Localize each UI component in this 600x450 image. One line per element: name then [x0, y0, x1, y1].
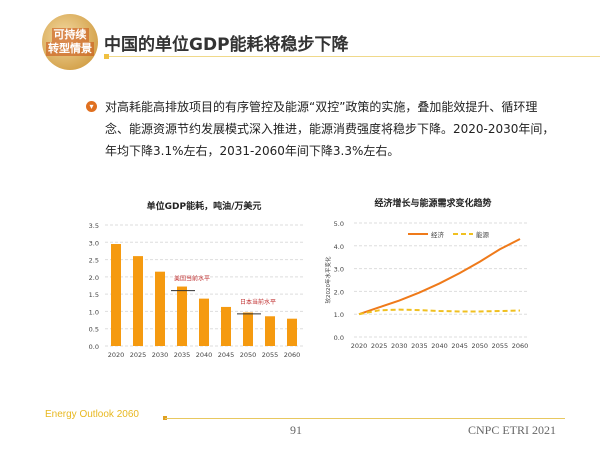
x-tick-label: 2035: [174, 351, 191, 359]
bar: [199, 298, 209, 346]
series-line-energy: [358, 308, 521, 316]
page-number: 91: [290, 423, 302, 437]
y-axis-label: 较2020年水平变化: [324, 256, 332, 303]
chart-title: 单位GDP能耗，吨油/万美元: [147, 200, 262, 212]
bar: [177, 286, 187, 346]
x-tick-label: 2020: [351, 342, 368, 350]
y-tick-label: 4.0: [334, 243, 344, 251]
x-tick-label: 2030: [391, 342, 408, 350]
divider-dot: [104, 54, 109, 59]
y-tick-label: 1.5: [89, 291, 99, 299]
y-tick-label: 5.0: [334, 220, 344, 228]
footer-brand: Energy Outlook 2060: [45, 409, 139, 420]
x-tick-label: 2055: [262, 351, 279, 359]
x-tick-label: 2040: [196, 351, 213, 359]
x-tick-label: 2050: [240, 351, 257, 359]
x-tick-label: 2040: [431, 342, 448, 350]
y-tick-label: 2.5: [89, 257, 99, 265]
divider: [104, 56, 600, 57]
x-tick-label: 2060: [284, 351, 301, 359]
y-tick-label: 3.0: [89, 239, 99, 247]
bar: [221, 306, 231, 346]
x-tick-label: 2030: [152, 351, 169, 359]
logo: 可持续 转型情景: [42, 14, 98, 70]
x-tick-label: 2025: [130, 351, 147, 359]
bar: [155, 271, 165, 346]
x-tick-label: 2050: [471, 342, 488, 350]
legend-label: 能源: [476, 230, 490, 239]
x-tick-label: 2020: [108, 351, 125, 359]
x-tick-label: 2060: [512, 342, 529, 350]
x-tick-label: 2035: [411, 342, 428, 350]
y-tick-label: 0.5: [89, 326, 99, 334]
logo-text: 转型情景: [46, 42, 94, 56]
y-tick-label: 1.0: [334, 311, 344, 319]
y-tick-label: 1.0: [89, 308, 99, 316]
line-chart: 经济增长与能源需求变化趋势 0.0 1.0 2.0 3.0 4.0 5.0 较2020年水平变…: [324, 197, 529, 350]
y-tick-label: 2.0: [334, 288, 344, 296]
annotation: 日本当前水平: [240, 298, 276, 306]
footer-credit: CNPC ETRI 2021: [468, 423, 557, 437]
bar: [133, 256, 143, 346]
bullet-icon: ▾: [86, 101, 97, 112]
series-line-economy: [358, 238, 521, 316]
x-tick-label: 2045: [451, 342, 468, 350]
x-tick-label: 2045: [218, 351, 235, 359]
footer-divider: [165, 418, 565, 419]
y-tick-label: 3.5: [89, 222, 99, 230]
bar: [243, 312, 253, 346]
body-text: 对高耗能高排放项目的有序管控及能源“双控”政策的实施，叠加能效提升、循环理念、能…: [105, 100, 555, 158]
logo-text: 可持续: [51, 28, 89, 42]
y-tick-label: 0.0: [89, 343, 99, 351]
bar-chart: 单位GDP能耗，吨油/万美元 0.0 0.5 1.0 1.5 2.0 2.5 3.0 3.5 20…: [89, 200, 303, 359]
page-title: 中国的单位GDP能耗将稳步下降: [104, 35, 349, 55]
bar: [287, 318, 297, 346]
chart-title: 经济增长与能源需求变化趋势: [374, 197, 491, 209]
bar: [265, 316, 275, 346]
x-tick-label: 2025: [371, 342, 388, 350]
annotation: 美国当前水平: [174, 275, 210, 283]
y-tick-label: 3.0: [334, 266, 344, 274]
y-tick-label: 2.0: [89, 274, 99, 282]
legend-label: 经济: [431, 230, 445, 239]
y-tick-label: 0.0: [334, 334, 344, 342]
bar: [111, 244, 121, 346]
x-tick-label: 2055: [492, 342, 509, 350]
